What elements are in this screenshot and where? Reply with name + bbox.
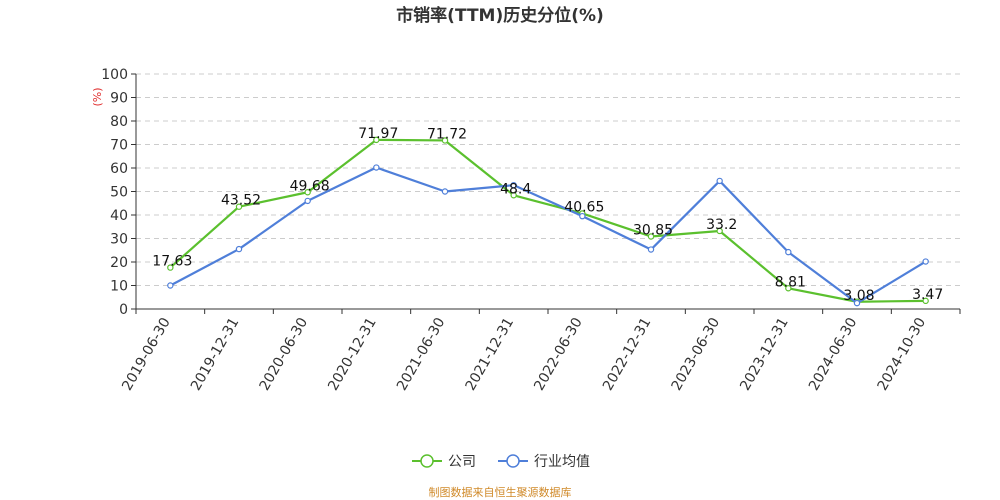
data-label: 8.81	[775, 274, 806, 290]
data-label: 30.85	[633, 223, 673, 239]
data-point	[235, 245, 243, 253]
grid-lines	[136, 73, 960, 286]
data-point	[716, 227, 723, 235]
y-tick-label: 70	[110, 138, 128, 154]
series-lines	[167, 136, 929, 307]
y-axis-unit: (%)	[91, 87, 104, 106]
y-tick-label: 20	[110, 255, 128, 271]
y-tick-label: 50	[110, 185, 128, 201]
data-point	[785, 248, 792, 256]
x-tick-label: 2020-06-30	[257, 315, 312, 393]
x-tick-label: 2019-06-30	[119, 315, 174, 393]
data-point	[647, 233, 655, 240]
data-point	[373, 164, 380, 171]
data-label: 33.2	[706, 217, 737, 233]
data-point	[235, 203, 243, 210]
data-point	[716, 177, 723, 185]
data-labels: 17.63 43.52 49.68 71.97 71.72 48.4 40.65 30.85 3…	[152, 126, 943, 304]
data-point	[167, 264, 174, 271]
data-source-note: 制图数据来自恒生聚源数据库	[429, 485, 572, 499]
data-label: 3.08	[843, 288, 874, 304]
data-label: 48.4	[500, 181, 531, 197]
data-label: 3.47	[912, 287, 943, 303]
data-label: 71.72	[427, 126, 467, 142]
legend-marker	[420, 454, 434, 468]
data-point	[304, 189, 311, 196]
x-tick-label: 2022-06-30	[531, 315, 586, 393]
y-tick-label: 80	[110, 114, 128, 130]
data-label: 40.65	[564, 199, 604, 215]
data-point	[647, 246, 655, 253]
data-point	[304, 197, 311, 205]
x-tick-label: 2024-06-30	[806, 315, 861, 393]
y-tick-label: 60	[110, 161, 128, 177]
data-label: 43.52	[221, 193, 261, 209]
data-point	[510, 181, 517, 189]
y-tick-label: 30	[110, 232, 128, 248]
legend-label: 行业均值	[534, 454, 590, 470]
legend-label: 公司	[448, 454, 476, 470]
y-tick-label: 90	[110, 91, 128, 107]
chart-title: 市销率(TTM)历史分位(%)	[396, 5, 604, 26]
y-tick-label: 100	[101, 67, 128, 83]
x-tick-label: 2021-06-30	[394, 315, 449, 393]
y-tick-label: 0	[119, 302, 128, 318]
legend-item-industry-avg[interactable]: 行业均值	[498, 454, 590, 470]
legend-marker	[506, 454, 520, 468]
data-point	[510, 192, 517, 199]
x-tick-label: 2023-06-30	[669, 315, 724, 393]
x-tick-label: 2021-12-31	[463, 315, 518, 393]
data-point	[441, 137, 449, 144]
x-tick-label: 2023-12-31	[737, 315, 792, 393]
x-tick-label: 2019-12-31	[188, 315, 243, 393]
data-point	[579, 212, 586, 220]
data-point	[167, 282, 174, 289]
y-tick-label: 10	[110, 279, 128, 295]
x-tick-label: 2020-12-31	[325, 315, 380, 393]
data-point	[441, 188, 449, 195]
data-point	[853, 299, 861, 307]
axes: 0 10 20 30 40 50 60 70 80 90 100 2019-06-30 2019-12-…	[101, 67, 961, 393]
data-label: 71.97	[358, 126, 398, 142]
data-label: 17.63	[152, 254, 192, 270]
data-label: 49.68	[290, 178, 330, 194]
data-point	[785, 285, 792, 292]
data-point	[922, 258, 929, 265]
series-line-company	[169, 138, 926, 303]
legend[interactable]: 公司 行业均值	[412, 454, 590, 470]
series-line-industry-avg	[169, 166, 927, 305]
data-point	[922, 297, 929, 305]
legend-item-company[interactable]: 公司	[412, 454, 476, 470]
data-point	[373, 136, 380, 144]
y-tick-label: 40	[110, 208, 128, 224]
x-tick-label: 2024-10-30	[875, 315, 930, 393]
x-tick-label: 2022-12-31	[600, 315, 655, 393]
